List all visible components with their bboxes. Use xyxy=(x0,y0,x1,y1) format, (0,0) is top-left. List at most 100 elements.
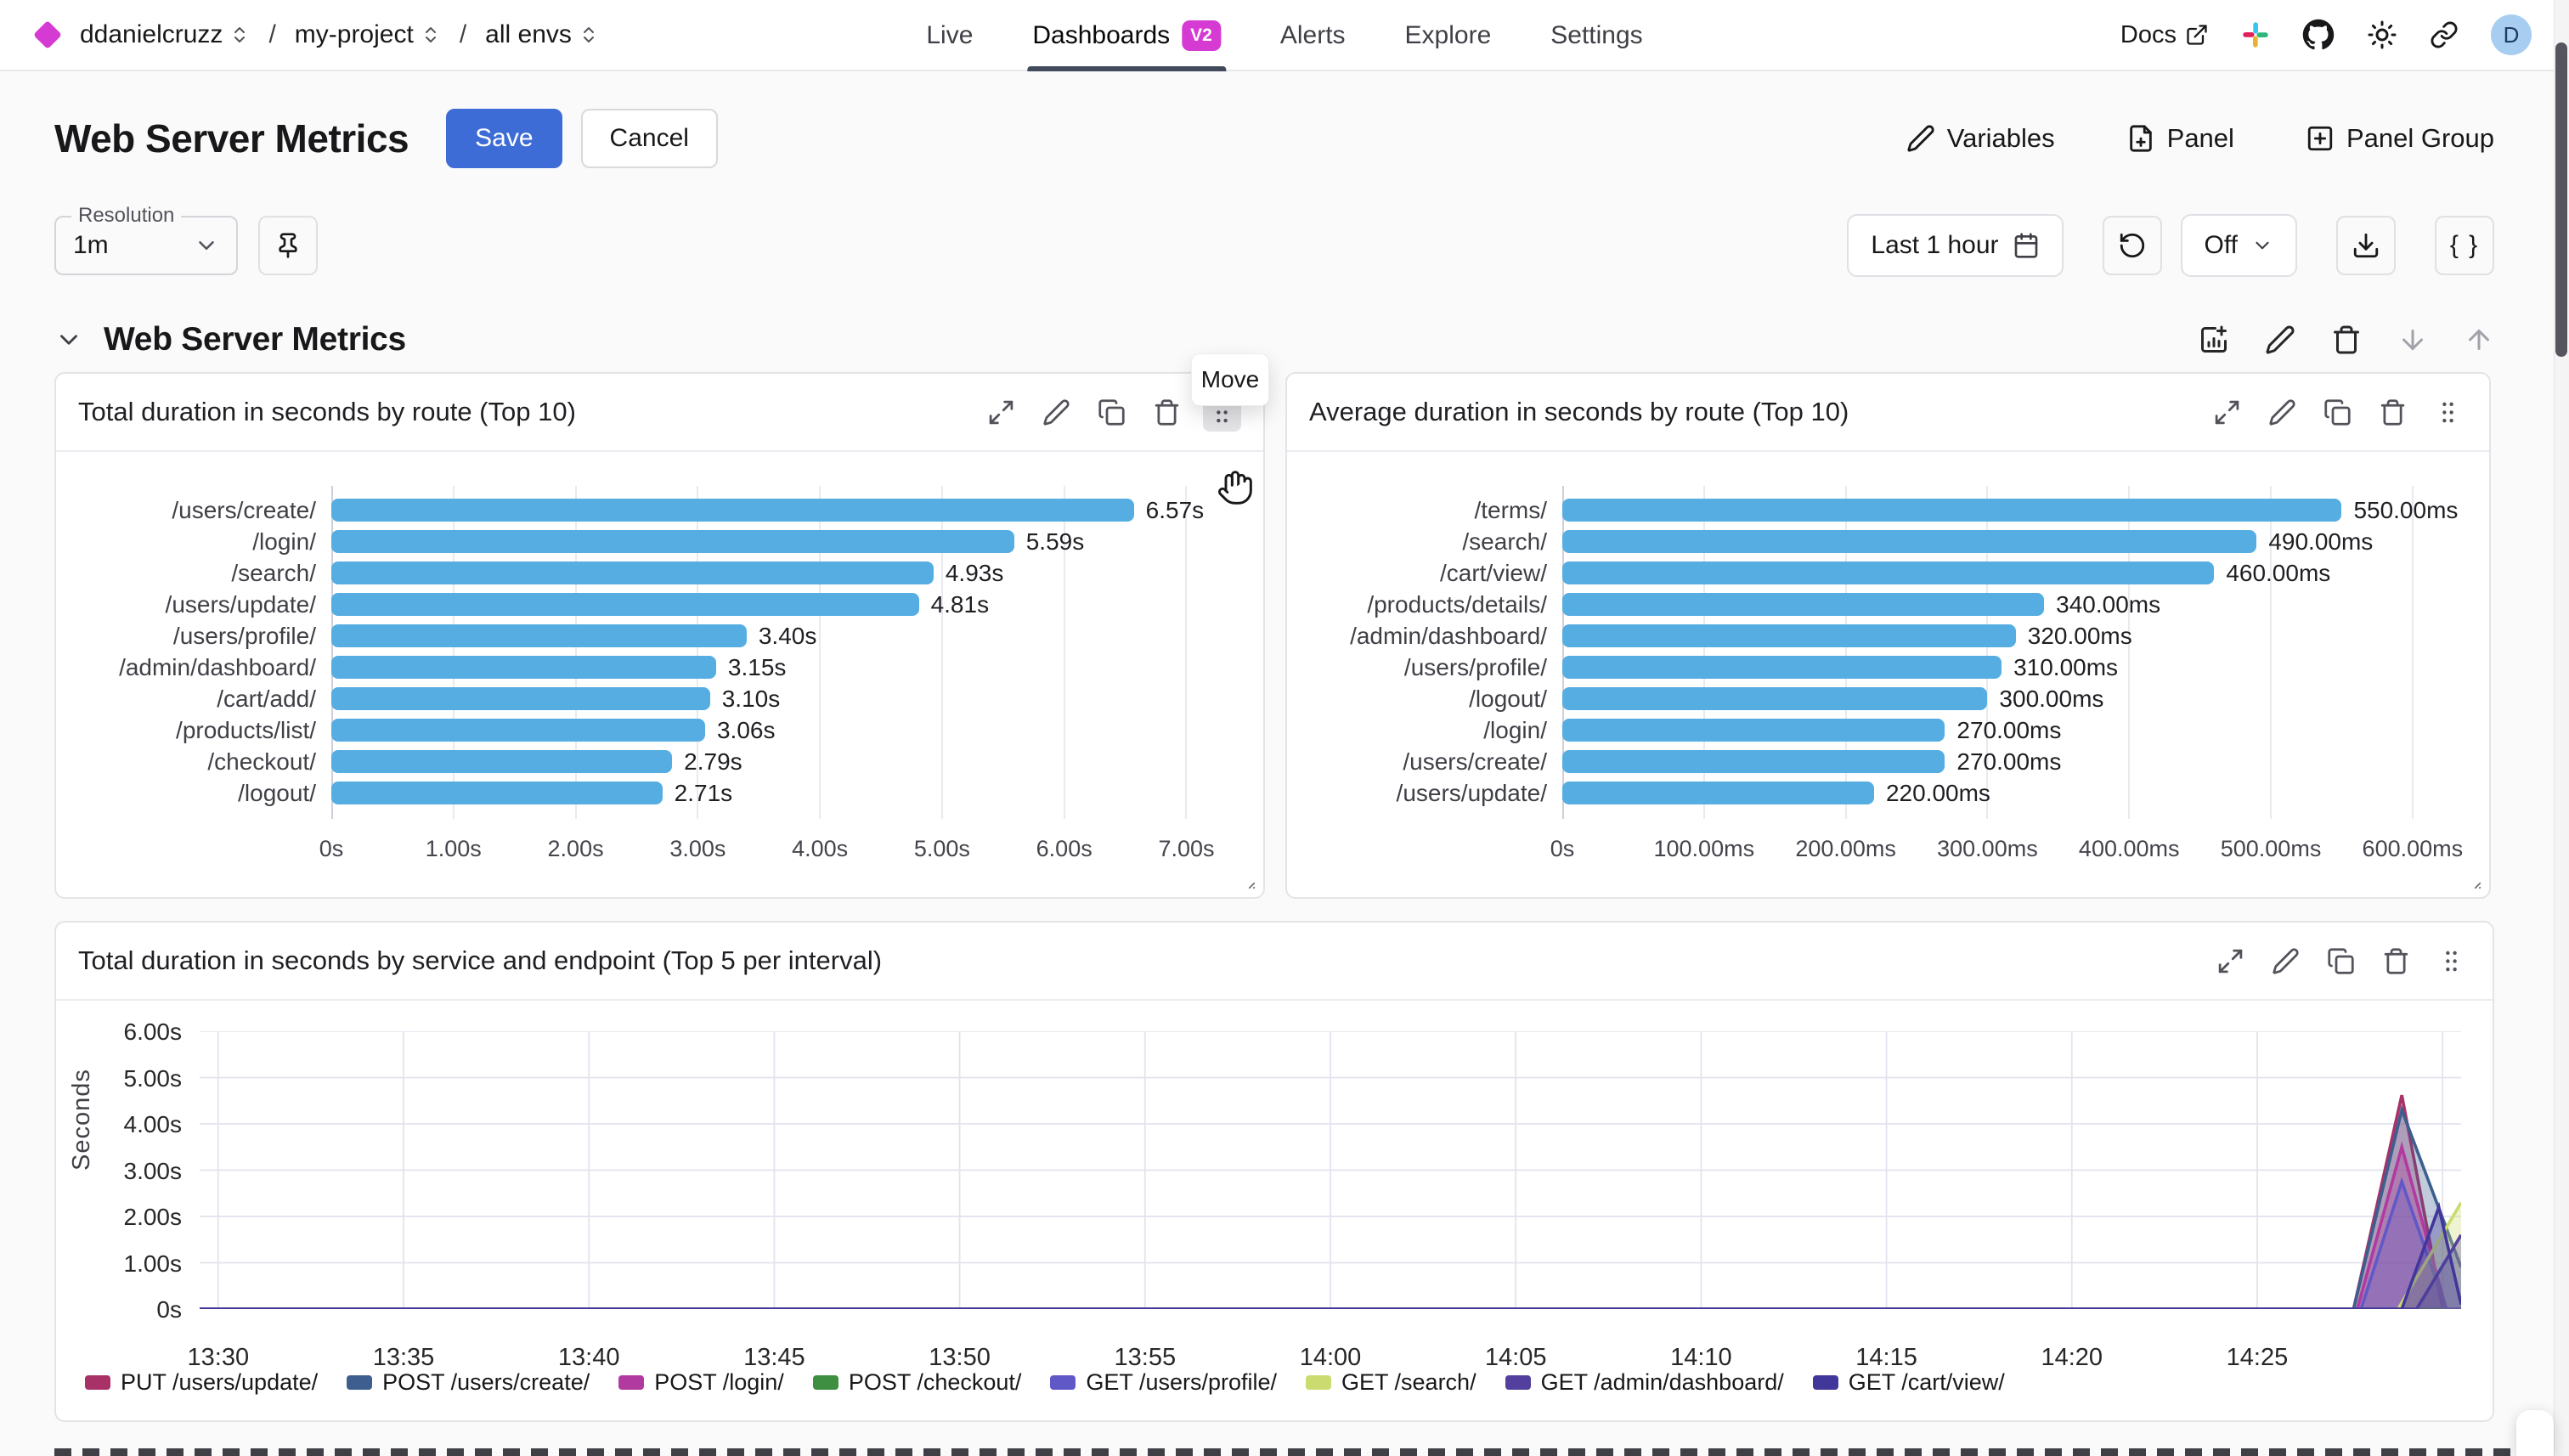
avatar-letter: D xyxy=(2503,21,2520,48)
auto-refresh-select[interactable]: Off xyxy=(2180,214,2297,277)
drag-handle-button[interactable] xyxy=(2429,393,2467,432)
drag-handle-button[interactable] xyxy=(2432,942,2470,980)
bar-value-label: 4.93s xyxy=(945,559,1004,586)
x-axis: 0s 100.00ms 200.00ms 300.00ms 400.00ms 500.00… xyxy=(1550,836,2469,866)
legend-swatch-icon xyxy=(812,1375,838,1390)
share-link-button[interactable] xyxy=(2430,20,2459,49)
variables-button[interactable]: Variables xyxy=(1906,123,2055,154)
add-panel-group-button[interactable]: Panel Group xyxy=(2306,123,2494,154)
add-chart-icon xyxy=(2201,325,2227,353)
chevrons-up-down-icon xyxy=(583,27,594,42)
bar-value-label: 310.00ms xyxy=(2013,653,2119,680)
delete-button[interactable] xyxy=(2374,393,2412,432)
edit-group-button[interactable] xyxy=(2265,324,2295,355)
bar-row: /admin/dashboard/3.15s xyxy=(56,652,1263,683)
bar-category-label: /logout/ xyxy=(238,779,316,806)
legend-item[interactable]: GET /admin/dashboard/ xyxy=(1505,1369,1784,1396)
bar-value-label: 4.81s xyxy=(930,590,990,618)
y-axis-tick: 5.00s xyxy=(123,1064,183,1092)
y-axis-tick: 4.00s xyxy=(123,1111,183,1137)
series-line xyxy=(200,1094,2461,1309)
legend-item[interactable]: GET /users/profile/ xyxy=(1050,1369,1277,1396)
nav-tab-settings[interactable]: Settings xyxy=(1550,0,1642,71)
breadcrumb-org[interactable]: ddanielcruzz xyxy=(80,20,250,49)
json-button[interactable]: { } xyxy=(2435,216,2494,275)
resolution-select[interactable]: Resolution 1m xyxy=(54,204,238,275)
bar-row: /users/create/6.57s xyxy=(56,494,1263,526)
breadcrumb-project[interactable]: my-project xyxy=(295,20,441,49)
bar xyxy=(331,499,1134,522)
edit-button[interactable] xyxy=(1037,393,1076,432)
delete-button[interactable] xyxy=(1148,393,1186,432)
v2-badge: V2 xyxy=(1182,20,1221,51)
bar xyxy=(331,782,663,804)
duplicate-button[interactable] xyxy=(2318,393,2357,432)
add-chart-button[interactable] xyxy=(2199,324,2229,355)
legend-item[interactable]: POST /login/ xyxy=(618,1369,784,1396)
duplicate-button[interactable] xyxy=(1093,393,1131,432)
duplicate-button[interactable] xyxy=(2322,942,2360,980)
nav-tab-alerts[interactable]: Alerts xyxy=(1280,0,1346,71)
legend-label: GET /cart/view/ xyxy=(1848,1369,2005,1395)
expand-button[interactable] xyxy=(982,393,1020,432)
bar-row: /users/profile/3.40s xyxy=(56,620,1263,652)
bar xyxy=(1562,499,2342,522)
expand-button[interactable] xyxy=(2208,393,2246,432)
chevrons-up-down-icon xyxy=(234,27,246,42)
download-button[interactable] xyxy=(2336,216,2396,275)
legend-swatch-icon xyxy=(1050,1375,1076,1390)
github-button[interactable] xyxy=(2302,19,2335,51)
legend-item[interactable]: PUT /users/update/ xyxy=(85,1369,318,1396)
collapse-chevron-icon[interactable] xyxy=(54,325,83,354)
edit-button[interactable] xyxy=(2267,942,2305,980)
legend-item[interactable]: POST /users/create/ xyxy=(347,1369,590,1396)
delete-group-button[interactable] xyxy=(2331,324,2362,355)
pin-button[interactable] xyxy=(258,216,318,275)
legend-item[interactable]: GET /cart/view/ xyxy=(1812,1369,2005,1396)
breadcrumb-env[interactable]: all envs xyxy=(485,20,599,49)
edit-button[interactable] xyxy=(2263,393,2301,432)
nav-tab-label: Settings xyxy=(1550,21,1643,49)
download-icon xyxy=(2353,233,2379,258)
nav-tab-dashboards[interactable]: Dashboards V2 xyxy=(1027,0,1227,71)
auto-refresh-value: Off xyxy=(2204,231,2238,259)
theme-toggle-button[interactable] xyxy=(2367,20,2397,50)
resize-handle-icon[interactable] xyxy=(2464,872,2482,890)
refresh-button[interactable] xyxy=(2102,216,2162,275)
panel-total-duration-by-route: Total duration in seconds by route (Top … xyxy=(54,372,1265,899)
floating-widget[interactable] xyxy=(2516,1410,2554,1456)
delete-button[interactable] xyxy=(2377,942,2415,980)
add-panel-button[interactable]: Panel xyxy=(2126,123,2234,154)
slack-button[interactable] xyxy=(2241,20,2270,49)
save-button[interactable]: Save xyxy=(446,109,562,168)
user-avatar[interactable]: D xyxy=(2491,14,2532,55)
x-axis-tick: 13:55 xyxy=(1114,1344,1177,1371)
nav-tab-explore[interactable]: Explore xyxy=(1405,0,1492,71)
legend-item[interactable]: GET /search/ xyxy=(1306,1369,1476,1396)
drag-icon xyxy=(2442,402,2453,422)
breadcrumb: ddanielcruzz / my-project / all envs xyxy=(33,20,599,49)
docs-link[interactable]: Docs xyxy=(2120,21,2209,49)
legend-item[interactable]: POST /checkout/ xyxy=(812,1369,1021,1396)
bar-category-label: /users/update/ xyxy=(165,590,316,618)
link-icon xyxy=(2431,21,2458,48)
scrollbar-thumb[interactable] xyxy=(2555,42,2567,357)
panel-title: Average duration in seconds by route (To… xyxy=(1309,397,1849,426)
expand-button[interactable] xyxy=(2211,942,2250,980)
panel-group-label: Panel Group xyxy=(2346,123,2494,153)
bar-value-label: 270.00ms xyxy=(1956,716,2062,743)
bar-row: /login/5.59s xyxy=(56,526,1263,557)
panel-title: Total duration in seconds by route (Top … xyxy=(78,397,576,426)
bar-chart-average-duration: /terms/550.00ms/search/490.00ms/cart/vie… xyxy=(1287,452,2489,897)
bar-category-label: /search/ xyxy=(1462,528,1547,555)
time-range-button[interactable]: Last 1 hour xyxy=(1847,214,2064,277)
resize-handle-icon[interactable] xyxy=(1238,872,1256,890)
delete-icon xyxy=(2380,398,2405,426)
move-group-up-button[interactable] xyxy=(2464,324,2494,355)
nav-tab-live[interactable]: Live xyxy=(926,0,973,71)
edit-icon xyxy=(1043,398,1070,426)
move-group-down-button[interactable] xyxy=(2397,324,2428,355)
cancel-button[interactable]: Cancel xyxy=(580,109,718,168)
bar xyxy=(331,593,919,616)
x-axis-tick: 13:40 xyxy=(557,1344,620,1371)
